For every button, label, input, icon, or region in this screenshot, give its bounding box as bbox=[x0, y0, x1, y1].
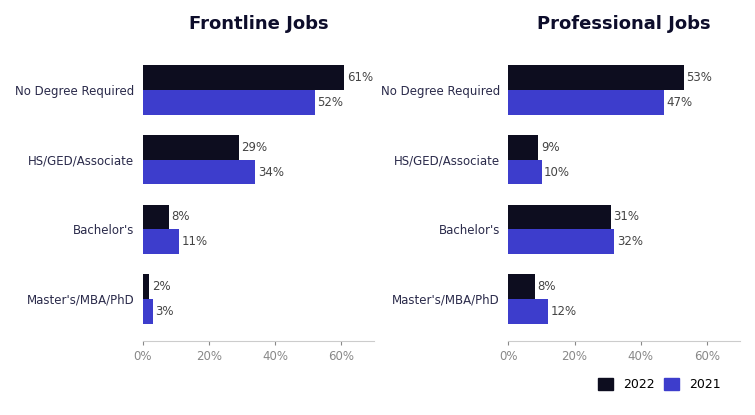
Bar bbox=[143, 205, 169, 229]
Bar bbox=[508, 274, 535, 299]
Title: Frontline Jobs: Frontline Jobs bbox=[189, 15, 328, 33]
Bar bbox=[143, 274, 149, 299]
Text: 10%: 10% bbox=[544, 166, 570, 178]
Bar bbox=[508, 160, 541, 185]
Text: 2%: 2% bbox=[152, 280, 171, 293]
Text: 29%: 29% bbox=[241, 141, 267, 154]
Text: 53%: 53% bbox=[686, 71, 712, 84]
Bar bbox=[143, 90, 315, 115]
Bar bbox=[143, 299, 153, 324]
Legend: 2022, 2021: 2022, 2021 bbox=[593, 374, 726, 396]
Text: 47%: 47% bbox=[667, 96, 692, 109]
Bar bbox=[508, 205, 611, 229]
Bar bbox=[508, 90, 664, 115]
Text: 8%: 8% bbox=[171, 210, 190, 223]
Bar bbox=[508, 229, 615, 254]
Text: 3%: 3% bbox=[156, 305, 174, 318]
Bar bbox=[143, 160, 255, 185]
Text: 32%: 32% bbox=[617, 235, 643, 248]
Title: Professional Jobs: Professional Jobs bbox=[538, 15, 711, 33]
Bar bbox=[143, 229, 179, 254]
Text: 8%: 8% bbox=[538, 280, 556, 293]
Text: 34%: 34% bbox=[257, 166, 284, 178]
Bar bbox=[143, 135, 239, 160]
Text: 9%: 9% bbox=[541, 141, 559, 154]
Bar bbox=[508, 299, 548, 324]
Text: 11%: 11% bbox=[182, 235, 208, 248]
Bar bbox=[508, 66, 684, 90]
Text: 52%: 52% bbox=[317, 96, 344, 109]
Text: 61%: 61% bbox=[347, 71, 373, 84]
Bar bbox=[508, 135, 538, 160]
Text: 12%: 12% bbox=[551, 305, 577, 318]
Bar bbox=[143, 66, 344, 90]
Text: 31%: 31% bbox=[614, 210, 639, 223]
